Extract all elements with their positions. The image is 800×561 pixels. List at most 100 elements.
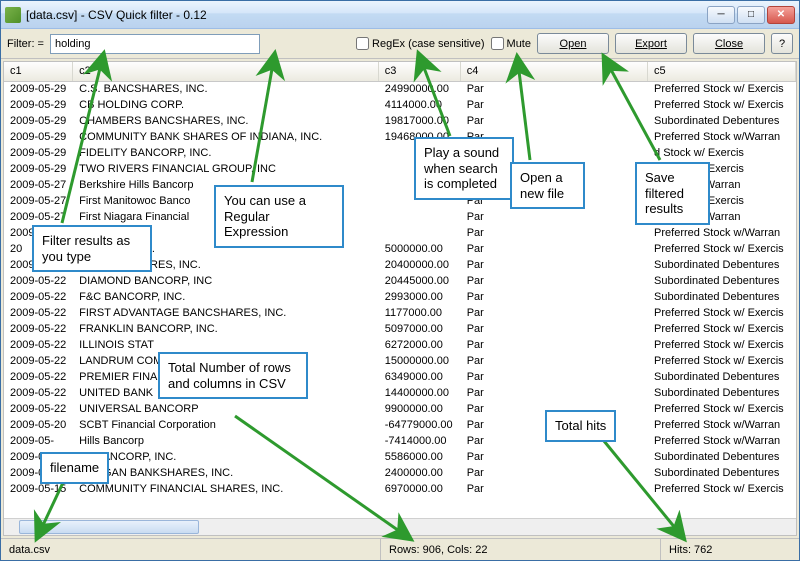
column-header-c3[interactable]: c3: [379, 62, 461, 81]
table-row[interactable]: 2009-05-Hills Bancorp-7414000.00ParPrefe…: [4, 434, 796, 450]
cell-c3: 6970000.00: [379, 482, 461, 498]
table-row[interactable]: 2009-05-29CB HOLDING CORP.4114000.00ParP…: [4, 98, 796, 114]
cell-c3: 2993000.00: [379, 290, 461, 306]
mute-checkbox[interactable]: Mute: [491, 37, 531, 50]
cell-c2: EL BANCORP, INC.: [73, 450, 379, 466]
cell-c1: 2009-05-27: [4, 210, 73, 226]
callout-open: Open a new file: [510, 162, 585, 209]
column-header-c1[interactable]: c1: [4, 62, 73, 81]
cell-c3: -64779000.00: [379, 418, 461, 434]
open-button[interactable]: Open: [537, 33, 609, 54]
cell-c5: Preferred Stock w/Warran: [648, 418, 796, 434]
cell-c4: Par: [461, 354, 648, 370]
cell-c5: Subordinated Debentures: [648, 114, 796, 130]
cell-c5: Subordinated Debentures: [648, 290, 796, 306]
status-dimensions: Rows: 906, Cols: 22: [381, 539, 661, 560]
cell-c5: Preferred Stock w/ Exercis: [648, 322, 796, 338]
table-row[interactable]: 2009-05-22UNITED BANK14400000.00ParSubor…: [4, 386, 796, 402]
table-row[interactable]: 2009-05-22F&C BANCORP, INC.2993000.00Par…: [4, 290, 796, 306]
mute-checkbox-input[interactable]: [491, 37, 504, 50]
minimize-button[interactable]: ─: [707, 6, 735, 24]
table-row[interactable]: 2009-05-22LANDRUM COM15000000.00ParPrefe…: [4, 354, 796, 370]
callout-filename: filename: [40, 452, 109, 484]
cell-c5: Preferred Stock w/Warran: [648, 226, 796, 242]
table-row[interactable]: 2009-05-22FIRST ADVANTAGE BANCSHARES, IN…: [4, 306, 796, 322]
column-header-c4[interactable]: c4: [461, 62, 648, 81]
table-row[interactable]: 2009-05-22DIAMOND BANCORP, INC20445000.0…: [4, 274, 796, 290]
table-row[interactable]: 2009-05-22UNIVERSAL BANCORP9900000.00Par…: [4, 402, 796, 418]
table-row[interactable]: 2009-05-15BROGAN BANKSHARES, INC.2400000…: [4, 466, 796, 482]
cell-c2: C.S. BANCSHARES, INC.: [73, 82, 379, 98]
cell-c1: 2009-05-29: [4, 162, 73, 178]
cell-c4: Par: [461, 386, 648, 402]
cell-c4: Par: [461, 306, 648, 322]
cell-c5: Preferred Stock w/Warran: [648, 130, 796, 146]
cell-c4: Par: [461, 338, 648, 354]
cell-c1: 2009-05-22: [4, 402, 73, 418]
table-row[interactable]: 2009-05-22FRANKLIN BANCORP, INC.5097000.…: [4, 322, 796, 338]
table-row[interactable]: 2009-05-29CHAMBERS BANCSHARES, INC.19817…: [4, 114, 796, 130]
cell-c5: Subordinated Debentures: [648, 258, 796, 274]
cell-c2: COMMUNITY FINANCIAL SHARES, INC.: [73, 482, 379, 498]
cell-c4: Par: [461, 274, 648, 290]
table-row[interactable]: 2009-05-29C.S. BANCSHARES, INC.24990000.…: [4, 82, 796, 98]
cell-c4: Par: [461, 114, 648, 130]
cell-c1: 2009-05-29: [4, 82, 73, 98]
window-title: [data.csv] - CSV Quick filter - 0.12: [26, 8, 707, 22]
titlebar[interactable]: [data.csv] - CSV Quick filter - 0.12 ─ □…: [1, 1, 799, 29]
window-controls: ─ □ ✕: [707, 6, 795, 24]
column-header-c2[interactable]: c2: [73, 62, 379, 81]
table-row[interactable]: 2009-05-29FIDELITY BANCORP, INC.d Stock …: [4, 146, 796, 162]
cell-c1: 2009-05-22: [4, 274, 73, 290]
table-row[interactable]: 2009-05-EL BANCORP, INC.5586000.00ParSub…: [4, 450, 796, 466]
regex-checkbox-input[interactable]: [356, 37, 369, 50]
regex-checkbox-label: RegEx (case sensitive): [372, 38, 485, 50]
cell-c3: 5000000.00: [379, 242, 461, 258]
table-row[interactable]: 2009-05-29COMMUNITY BANK SHARES OF INDIA…: [4, 130, 796, 146]
cell-c5: Preferred Stock w/ Exercis: [648, 402, 796, 418]
cell-c2: FIDELITY BANCORP, INC.: [73, 146, 379, 162]
table-row[interactable]: 2009-05-22PREMIER FINA6349000.00ParSubor…: [4, 370, 796, 386]
cell-c5: Preferred Stock w/ Exercis: [648, 242, 796, 258]
cell-c2: CHAMBERS BANCSHARES, INC.: [73, 114, 379, 130]
column-header-c5[interactable]: c5: [648, 62, 796, 81]
cell-c3: 6272000.00: [379, 338, 461, 354]
cell-c5: Preferred Stock w/Warran: [648, 434, 796, 450]
scrollbar-thumb[interactable]: [19, 520, 199, 534]
cell-c1: 2009-05-22: [4, 338, 73, 354]
horizontal-scrollbar[interactable]: [4, 518, 796, 535]
callout-dims: Total Number of rows and columns in CSV: [158, 352, 308, 399]
export-button[interactable]: Export: [615, 33, 687, 54]
table-row[interactable]: 2009-05-20SCBT Financial Corporation-647…: [4, 418, 796, 434]
cell-c3: 24990000.00: [379, 82, 461, 98]
close-button[interactable]: Close: [693, 33, 765, 54]
cell-c2: TWO RIVERS FINANCIAL GROUP, INC: [73, 162, 379, 178]
regex-checkbox[interactable]: RegEx (case sensitive): [356, 37, 485, 50]
callout-filter: Filter results as you type: [32, 225, 152, 272]
cell-c3: [379, 210, 461, 226]
filter-input[interactable]: [50, 34, 260, 54]
cell-c1: 2009-05-22: [4, 370, 73, 386]
cell-c1: 2009-05-22: [4, 322, 73, 338]
cell-c3: 15000000.00: [379, 354, 461, 370]
cell-c2: BROGAN BANKSHARES, INC.: [73, 466, 379, 482]
cell-c1: 2009-05-20: [4, 418, 73, 434]
cell-c2: SCBT Financial Corporation: [73, 418, 379, 434]
cell-c3: 20445000.00: [379, 274, 461, 290]
cell-c4: Par: [461, 242, 648, 258]
close-window-button[interactable]: ✕: [767, 6, 795, 24]
maximize-button[interactable]: □: [737, 6, 765, 24]
cell-c4: Par: [461, 290, 648, 306]
cell-c4: Par: [461, 226, 648, 242]
table-row[interactable]: 2009-05-22ILLINOIS STAT6272000.00ParPref…: [4, 338, 796, 354]
cell-c2: Hills Bancorp: [73, 434, 379, 450]
cell-c3: -7414000.00: [379, 434, 461, 450]
cell-c5: Preferred Stock w/ Exercis: [648, 306, 796, 322]
toolbar: Filter: = RegEx (case sensitive) Mute Op…: [1, 29, 799, 59]
cell-c1: 2009-05-27: [4, 194, 73, 210]
table-row[interactable]: 2009-05-15COMMUNITY FINANCIAL SHARES, IN…: [4, 482, 796, 498]
callout-regex: You can use a Regular Expression: [214, 185, 344, 248]
cell-c5: Preferred Stock w/ Exercis: [648, 82, 796, 98]
cell-c3: 20400000.00: [379, 258, 461, 274]
help-button[interactable]: ?: [771, 33, 793, 54]
